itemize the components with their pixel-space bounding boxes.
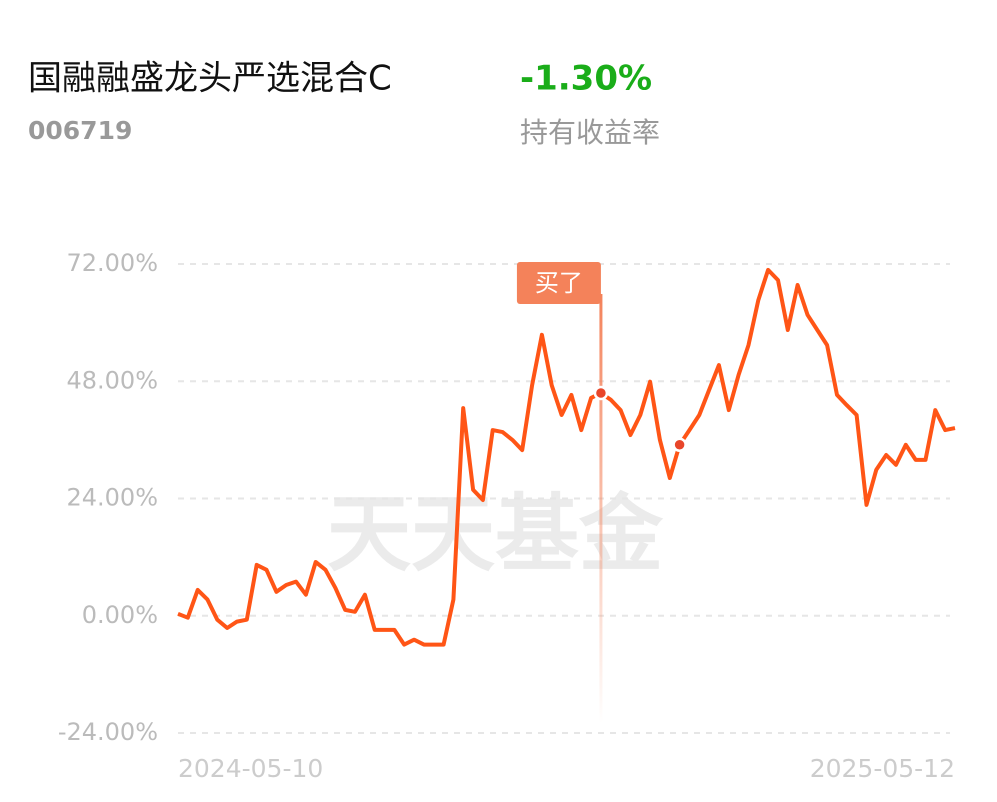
holding-return-label: 持有收益率 (520, 116, 660, 149)
buy-guide-line (599, 294, 603, 723)
watermark: 天天基金 (327, 485, 664, 583)
holding-return: -1.30% (520, 59, 652, 99)
fund-line (177, 267, 956, 647)
x-tick-label: 2025-05-12 (810, 754, 955, 783)
y-tick-label: 24.00% (66, 484, 158, 512)
y-tick-label: 0.00% (82, 601, 158, 629)
fund-title: 国融融盛龙头严选混合C (28, 59, 392, 99)
y-tick-label: 72.00% (66, 249, 158, 277)
fund-code: 006719 (28, 116, 132, 145)
trade-dot (672, 437, 687, 453)
x-tick-label: 2024-05-10 (178, 754, 323, 783)
y-tick-label: 48.00% (66, 366, 158, 394)
y-tick-label: -24.00% (58, 718, 158, 746)
trade-dot (593, 385, 609, 401)
buy-flag-label: 买了 (535, 269, 583, 297)
buy-flag (516, 262, 601, 304)
